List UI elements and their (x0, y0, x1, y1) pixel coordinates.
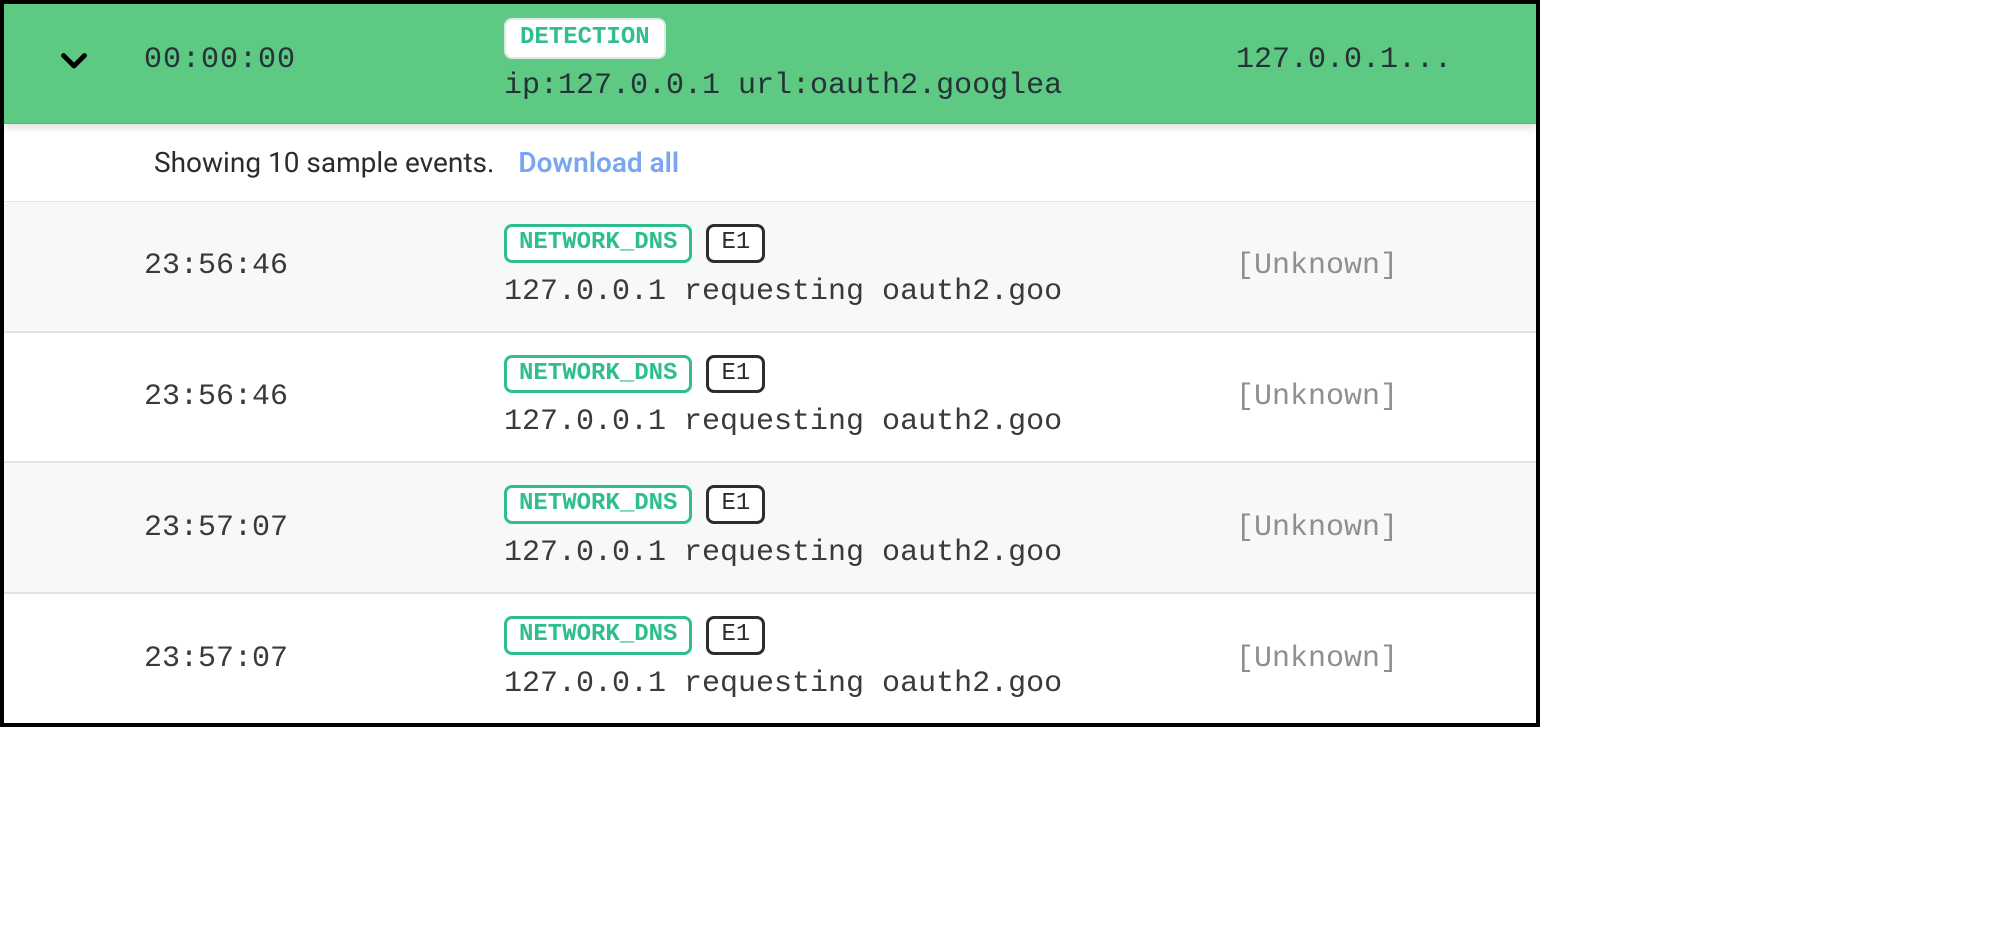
header-description: ip:127.0.0.1 url:oauth2.googlea (504, 69, 1236, 103)
row-timestamp: 23:56:46 (144, 249, 504, 283)
row-description: 127.0.0.1 requesting oauth2.goo (504, 405, 1236, 439)
header-badge-row: DETECTION (504, 18, 1236, 59)
event-row[interactable]: 23:56:46 NETWORK_DNS E1 127.0.0.1 reques… (4, 202, 1536, 333)
row-timestamp: 23:57:07 (144, 511, 504, 545)
download-all-link[interactable]: Download all (518, 146, 679, 179)
row-badge-row: NETWORK_DNS E1 (504, 616, 1236, 655)
row-main: NETWORK_DNS E1 127.0.0.1 requesting oaut… (504, 616, 1236, 701)
row-timestamp: 23:57:07 (144, 642, 504, 676)
row-main: NETWORK_DNS E1 127.0.0.1 requesting oaut… (504, 355, 1236, 440)
event-tag-badge: E1 (706, 355, 765, 394)
row-source: [Unknown] (1236, 511, 1536, 545)
row-main: NETWORK_DNS E1 127.0.0.1 requesting oaut… (504, 485, 1236, 570)
header-main: DETECTION ip:127.0.0.1 url:oauth2.google… (504, 18, 1236, 103)
expand-cell (4, 42, 144, 78)
sample-events-text: Showing 10 sample events. (154, 146, 494, 179)
event-row[interactable]: 23:57:07 NETWORK_DNS E1 127.0.0.1 reques… (4, 594, 1536, 723)
header-source: 127.0.0.1... (1236, 43, 1536, 77)
row-description: 127.0.0.1 requesting oauth2.goo (504, 536, 1236, 570)
chevron-down-icon[interactable] (56, 42, 92, 78)
row-description: 127.0.0.1 requesting oauth2.goo (504, 667, 1236, 701)
header-timestamp: 00:00:00 (144, 43, 504, 77)
event-row[interactable]: 23:57:07 NETWORK_DNS E1 127.0.0.1 reques… (4, 463, 1536, 594)
row-main: NETWORK_DNS E1 127.0.0.1 requesting oaut… (504, 224, 1236, 309)
event-type-badge: NETWORK_DNS (504, 355, 692, 394)
row-badge-row: NETWORK_DNS E1 (504, 355, 1236, 394)
event-tag-badge: E1 (706, 485, 765, 524)
row-source: [Unknown] (1236, 642, 1536, 676)
row-source: [Unknown] (1236, 249, 1536, 283)
event-type-badge: NETWORK_DNS (504, 224, 692, 263)
event-tag-badge: E1 (706, 616, 765, 655)
event-tag-badge: E1 (706, 224, 765, 263)
detection-header-row[interactable]: 00:00:00 DETECTION ip:127.0.0.1 url:oaut… (4, 4, 1536, 124)
row-badge-row: NETWORK_DNS E1 (504, 485, 1236, 524)
row-badge-row: NETWORK_DNS E1 (504, 224, 1236, 263)
row-description: 127.0.0.1 requesting oauth2.goo (504, 275, 1236, 309)
event-row[interactable]: 23:56:46 NETWORK_DNS E1 127.0.0.1 reques… (4, 333, 1536, 464)
event-type-badge: NETWORK_DNS (504, 485, 692, 524)
event-panel: 00:00:00 DETECTION ip:127.0.0.1 url:oaut… (0, 0, 1540, 727)
sample-events-subheader: Showing 10 sample events. Download all (4, 124, 1536, 202)
event-rows: 23:56:46 NETWORK_DNS E1 127.0.0.1 reques… (4, 202, 1536, 723)
row-timestamp: 23:56:46 (144, 380, 504, 414)
event-type-badge: NETWORK_DNS (504, 616, 692, 655)
detection-badge: DETECTION (504, 18, 666, 59)
row-source: [Unknown] (1236, 380, 1536, 414)
